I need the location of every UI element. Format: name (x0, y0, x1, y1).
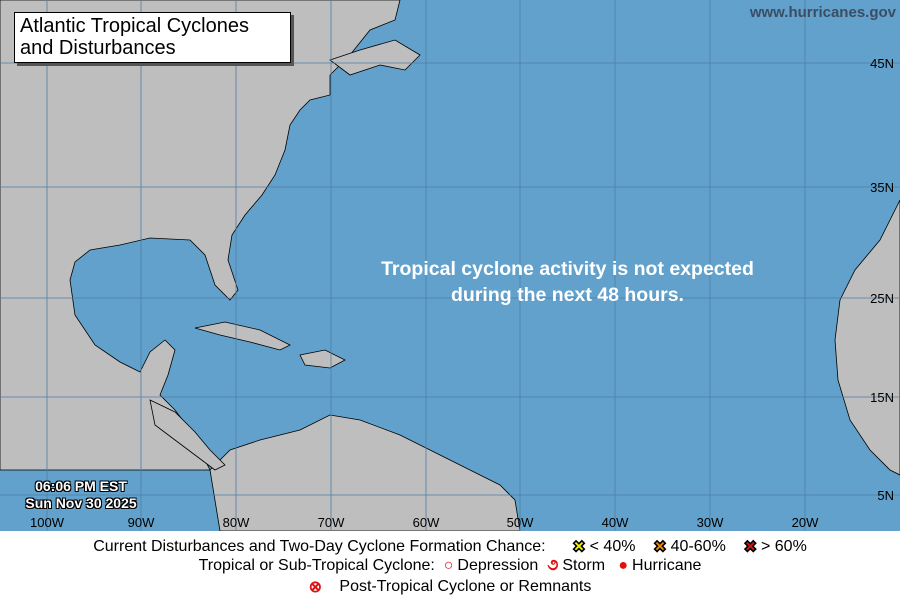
storm-icon: ૭ (547, 557, 559, 574)
website-link[interactable]: www.hurricanes.gov (749, 4, 896, 21)
message-line-1: Tropical cyclone activity is not expecte… (381, 258, 754, 280)
title-line-2: and Disturbances (20, 37, 176, 59)
cuba (194, 321, 291, 351)
cyclone-label: Tropical or Sub-Tropical Cyclone: (198, 557, 435, 574)
lon-label: 20W (791, 515, 819, 530)
timestamp-time: 06:06 PM EST (35, 478, 127, 494)
maritimes (329, 39, 421, 76)
medium-chance-label: 40-60% (670, 538, 726, 555)
low-chance-label: < 40% (589, 538, 636, 555)
timestamp-date: Sun Nov 30 2025 (25, 495, 137, 511)
timestamp: 06:06 PM EST Sun Nov 30 2025 (16, 478, 146, 512)
low-chance-x-icon: ✖ (572, 539, 586, 557)
graticule (0, 0, 900, 531)
lat-label: 35N (870, 180, 894, 195)
hispaniola (299, 349, 346, 369)
central-america (149, 399, 226, 471)
message-line-2: during the next 48 hours. (451, 284, 684, 306)
north-america (0, 0, 401, 471)
title-line-1: Atlantic Tropical Cyclones (20, 15, 249, 37)
lat-label: 25N (870, 291, 894, 306)
outlook-message: Tropical cyclone activity is not expecte… (330, 256, 805, 308)
high-chance-x-icon: ✖ (743, 539, 757, 557)
post-tropical-icon: ⊗ (308, 579, 323, 596)
depression-label: Depression (457, 557, 539, 574)
hurricane-icon: ● (618, 557, 629, 574)
legend: Current Disturbances and Two-Day Cyclone… (0, 531, 900, 601)
lon-label: 70W (317, 515, 345, 530)
lon-label: 40W (601, 515, 629, 530)
depression-icon: ○ (443, 557, 454, 574)
medium-chance-x-icon: ✖ (653, 539, 667, 557)
lon-label: 80W (222, 515, 250, 530)
formation-label: Current Disturbances and Two-Day Cyclone… (93, 538, 546, 555)
lon-label: 100W (30, 515, 64, 530)
lat-label: 5N (877, 488, 894, 503)
high-chance-label: > 60% (760, 538, 807, 555)
lon-label: 60W (412, 515, 440, 530)
lon-label: 90W (127, 515, 155, 530)
africa (834, 199, 900, 476)
lat-label: 45N (870, 56, 894, 71)
lon-label: 30W (696, 515, 724, 530)
map-title: Atlantic Tropical Cyclones and Disturban… (14, 12, 291, 63)
storm-label: Storm (562, 557, 606, 574)
hurricane-label: Hurricane (632, 557, 702, 574)
map (0, 0, 900, 531)
post-tropical-label: Post-Tropical Cyclone or Remnants (339, 578, 592, 595)
south-america (209, 414, 521, 531)
lat-label: 15N (870, 390, 894, 405)
lon-label: 50W (506, 515, 534, 530)
land (0, 0, 900, 531)
